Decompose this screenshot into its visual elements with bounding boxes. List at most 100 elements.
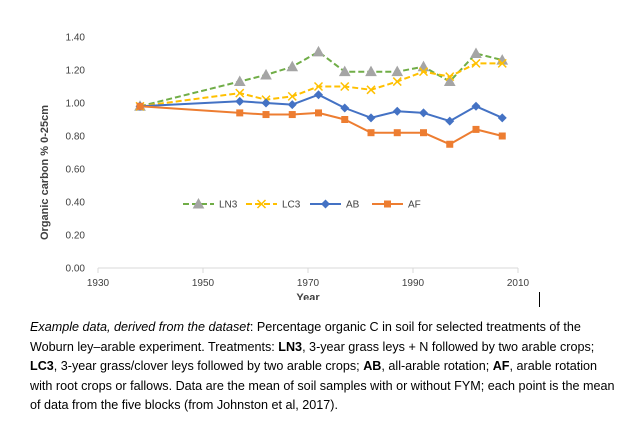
- legend-item-ab: AB: [310, 199, 360, 211]
- data-point-ab: [235, 96, 245, 106]
- data-point-ab: [471, 101, 481, 111]
- marker-stroke: [287, 91, 297, 101]
- marker-stroke: [340, 81, 350, 92]
- figure-caption: Example data, derived from the dataset: …: [30, 318, 620, 416]
- line-chart: 0.00 0.20 0.40 0.60 0.80 1.00 1.20 1.40 1930 195…: [39, 33, 530, 301]
- data-point-ln3: [470, 47, 482, 58]
- legend-label-lc3: LC3: [282, 200, 301, 211]
- data-point-lc3: [287, 91, 297, 101]
- x-tick-label: 2010: [507, 278, 530, 289]
- marker-stroke: [392, 77, 402, 87]
- marker-stroke: [256, 199, 267, 209]
- data-point-ab: [392, 106, 402, 116]
- series-line-af: [139, 105, 503, 146]
- legend: LN3 LC3 AB AF: [183, 197, 421, 211]
- data-point-ab: [445, 116, 455, 126]
- caption-ln3-desc: , 3-year grass leys + N followed by two …: [302, 339, 595, 354]
- data-point-af: [367, 129, 375, 137]
- legend-label-af: AF: [408, 200, 421, 211]
- data-point-af: [498, 132, 506, 140]
- y-tick-label: 0.80: [66, 132, 86, 143]
- caption-af-desc: , arable rotation with root crops or fal…: [30, 359, 615, 413]
- y-tick-label: 0.20: [66, 231, 86, 242]
- caption-af-label: AF: [492, 359, 510, 374]
- data-point-af: [393, 129, 401, 137]
- y-tick-label: 1.00: [66, 99, 86, 110]
- data-point-lc3: [471, 58, 481, 68]
- data-point-af: [136, 102, 144, 110]
- text-cursor: [539, 292, 540, 307]
- legend-swatch-marker: [384, 200, 391, 208]
- data-point-ln3: [233, 75, 246, 87]
- data-point-af: [236, 109, 244, 117]
- data-point-ln3: [443, 75, 456, 87]
- x-axis-title: Year: [296, 292, 320, 300]
- data-point-lc3: [497, 58, 507, 68]
- data-point-af: [420, 129, 427, 137]
- caption-ab-label: AB: [363, 359, 382, 374]
- x-tick-label: 1970: [297, 278, 320, 289]
- legend-item-af: AF: [372, 200, 421, 211]
- caption-intro: Example data, derived from the dataset: [30, 320, 250, 334]
- series-line-ln3: [139, 50, 503, 108]
- y-tick-label: 1.40: [66, 33, 86, 44]
- series-line-lc3: [139, 62, 503, 108]
- marker-stroke: [235, 88, 245, 98]
- series-af: [136, 102, 506, 148]
- marker-stroke: [471, 58, 481, 68]
- y-axis-ticks: 0.00 0.20 0.40 0.60 0.80 1.00 1.20 1.40: [66, 33, 86, 275]
- y-axis-title: Organic carbon % 0-25cm: [39, 105, 51, 240]
- data-point-af: [446, 140, 454, 148]
- legend-swatch-marker: [321, 199, 330, 209]
- data-point-ab: [287, 100, 297, 110]
- data-point-ab: [261, 98, 271, 108]
- data-point-ab: [314, 90, 323, 100]
- y-tick-label: 0.00: [66, 264, 86, 275]
- x-axis-ticks: 1930 1950 1970 1990 2010: [87, 268, 530, 289]
- marker-stroke: [313, 81, 324, 92]
- marker-stroke: [445, 72, 455, 82]
- x-tick-label: 1990: [402, 278, 425, 289]
- data-point-lc3: [445, 72, 455, 82]
- caption-lc3-desc: , 3-year grass/clover leys followed by t…: [53, 359, 364, 374]
- data-point-af: [472, 125, 480, 133]
- x-tick-label: 1950: [192, 278, 215, 289]
- marker-stroke: [366, 85, 376, 95]
- data-point-lc3: [340, 81, 350, 92]
- legend-swatch-marker: [256, 199, 267, 209]
- data-point-lc3: [392, 77, 402, 87]
- data-point-lc3: [418, 67, 429, 77]
- data-point-ab: [340, 103, 350, 113]
- legend-label-ab: AB: [346, 200, 360, 211]
- data-point-ln3: [338, 65, 351, 77]
- series-layer: [134, 45, 509, 148]
- caption-ln3-label: LN3: [278, 339, 303, 354]
- caption-ab-desc: , all-arable rotation;: [381, 359, 493, 374]
- series-lc3: [135, 58, 507, 111]
- data-point-ab: [366, 113, 376, 123]
- y-tick-label: 0.60: [66, 165, 86, 176]
- caption-lc3-label: LC3: [30, 359, 54, 374]
- data-point-af: [315, 109, 322, 117]
- series-line-ab: [139, 93, 503, 123]
- data-point-af: [262, 111, 270, 119]
- legend-item-ln3: LN3: [183, 197, 238, 211]
- legend-label-ln3: LN3: [219, 200, 238, 211]
- data-point-ln3: [391, 65, 404, 77]
- data-point-af: [341, 116, 349, 123]
- data-point-lc3: [366, 85, 376, 95]
- legend-swatch-marker: [192, 197, 205, 209]
- data-point-ln3: [286, 60, 299, 72]
- data-point-lc3: [235, 88, 245, 98]
- marker-stroke: [418, 67, 429, 77]
- data-point-af: [288, 111, 296, 119]
- data-point-ab: [419, 108, 428, 118]
- legend-item-lc3: LC3: [246, 199, 301, 211]
- series-ab: [135, 90, 507, 126]
- caption-text: : Percentage organic C in soil for selec…: [30, 320, 581, 354]
- data-point-ab: [497, 113, 507, 123]
- data-point-ln3: [312, 45, 325, 57]
- marker-stroke: [497, 58, 507, 68]
- y-tick-label: 0.40: [66, 198, 86, 209]
- data-point-ln3: [417, 60, 430, 72]
